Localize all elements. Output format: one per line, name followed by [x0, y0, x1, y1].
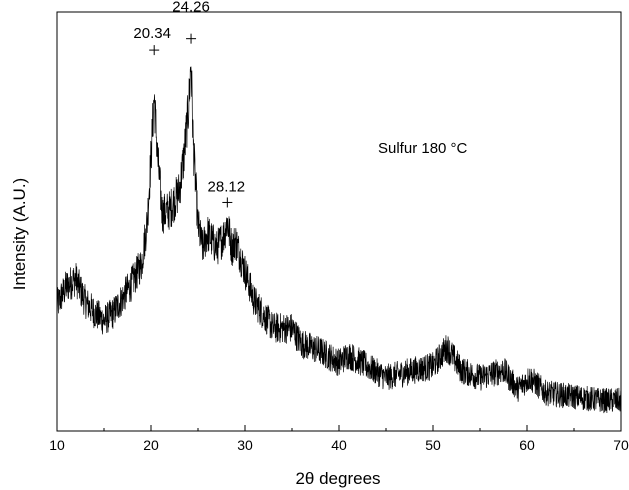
x-tick-label: 30 — [237, 437, 253, 453]
peak-marker-28.12: 28.12 — [208, 178, 246, 208]
x-tick-label: 60 — [519, 437, 535, 453]
x-tick-label: 10 — [49, 437, 65, 453]
x-tick-label: 70 — [613, 437, 629, 453]
peak-label: 20.34 — [133, 25, 171, 42]
x-tick-label: 20 — [143, 437, 159, 453]
x-tick-label: 50 — [425, 437, 441, 453]
x-tick-label: 40 — [331, 437, 347, 453]
sulfur-annotation: Sulfur 180 °C — [378, 140, 468, 157]
peak-label: 24.26 — [172, 0, 210, 16]
x-axis-ticks — [56, 425, 622, 431]
peak-label: 28.12 — [208, 178, 246, 195]
peak-marker-20.34: 20.34 — [133, 25, 171, 56]
plot-area — [56, 11, 622, 432]
xrd-series-line — [56, 66, 622, 414]
x-axis-tick-labels: 10 20 30 40 50 60 70 — [49, 437, 629, 453]
x-axis-label: 2θ degrees — [295, 469, 380, 488]
y-axis-label: Intensity (A.U.) — [10, 178, 29, 290]
peak-marker-24.26: 24.26 — [172, 0, 210, 44]
